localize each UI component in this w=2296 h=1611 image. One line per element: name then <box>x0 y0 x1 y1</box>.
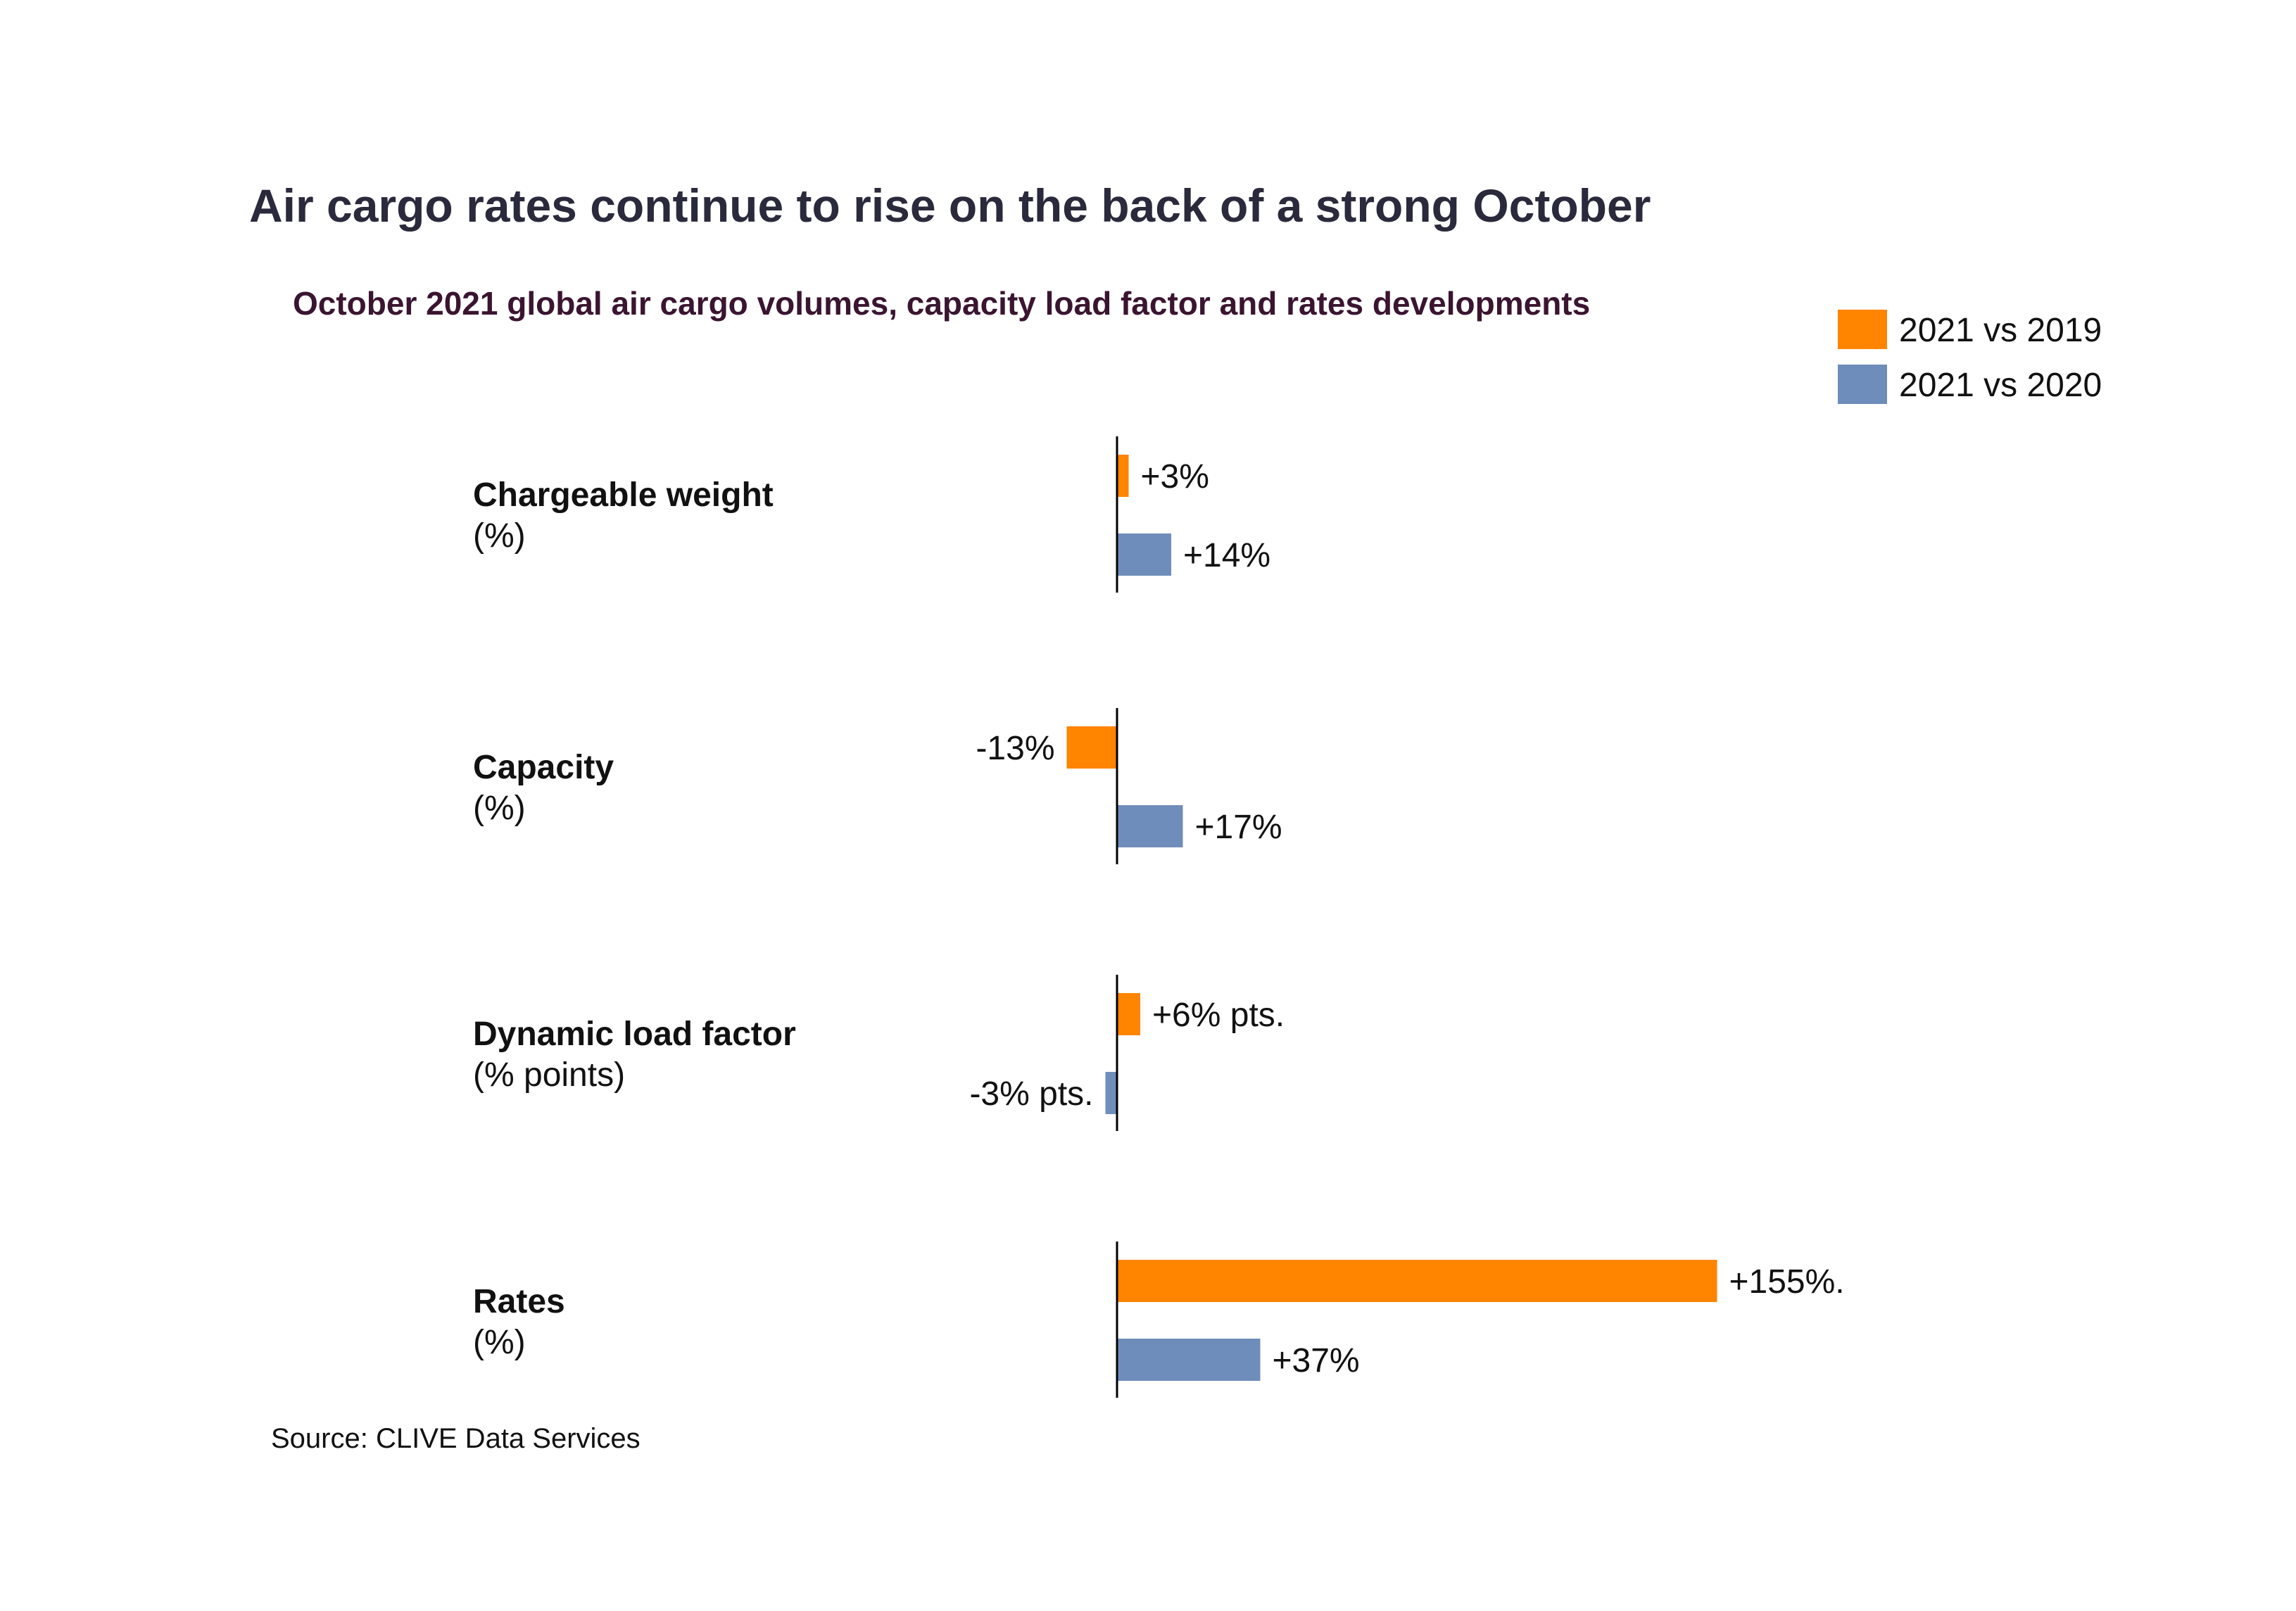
category-unit-capacity: (%) <box>473 790 526 827</box>
legend-swatch-2020 <box>1838 365 1887 404</box>
category-unit-chargeable-weight: (%) <box>473 517 526 555</box>
bar-rates-2020 <box>1117 1339 1261 1381</box>
bar-rates-2019 <box>1117 1260 1717 1302</box>
data-label-capacity-2020: +17% <box>1195 809 1282 846</box>
category-unit-rates: (%) <box>473 1324 526 1361</box>
bar-dynamic-load-factor-2020 <box>1105 1072 1117 1114</box>
source-note: Source: CLIVE Data Services <box>271 1423 641 1454</box>
data-label-dynamic-load-factor-2020: -3% pts. <box>969 1075 1093 1113</box>
bar-capacity-2020 <box>1117 805 1183 847</box>
legend-label-2019: 2021 vs 2019 <box>1899 312 2102 349</box>
bar-chargeable-weight-2019 <box>1117 455 1129 497</box>
category-unit-dynamic-load-factor: (% points) <box>473 1056 626 1094</box>
data-label-chargeable-weight-2020: +14% <box>1183 537 1270 574</box>
category-name-rates: Rates <box>473 1283 565 1320</box>
bar-capacity-2019 <box>1066 726 1117 769</box>
data-label-chargeable-weight-2019: +3% <box>1141 458 1209 495</box>
legend-swatch-2019 <box>1838 310 1887 349</box>
bar-chargeable-weight-2020 <box>1117 533 1171 576</box>
category-name-dynamic-load-factor: Dynamic load factor <box>473 1016 796 1053</box>
data-label-dynamic-load-factor-2019: +6% pts. <box>1152 997 1285 1034</box>
data-label-capacity-2019: -13% <box>976 730 1054 767</box>
data-label-rates-2020: +37% <box>1273 1342 1360 1379</box>
bar-dynamic-load-factor-2019 <box>1117 993 1140 1035</box>
legend-label-2020: 2021 vs 2020 <box>1899 367 2102 404</box>
category-name-chargeable-weight: Chargeable weight <box>473 476 774 514</box>
category-name-capacity: Capacity <box>473 749 614 786</box>
chart-subtitle: October 2021 global air cargo volumes, c… <box>293 285 1591 322</box>
chart-title: Air cargo rates continue to rise on the … <box>249 179 1651 232</box>
data-label-rates-2019: +155%. <box>1729 1263 1845 1301</box>
